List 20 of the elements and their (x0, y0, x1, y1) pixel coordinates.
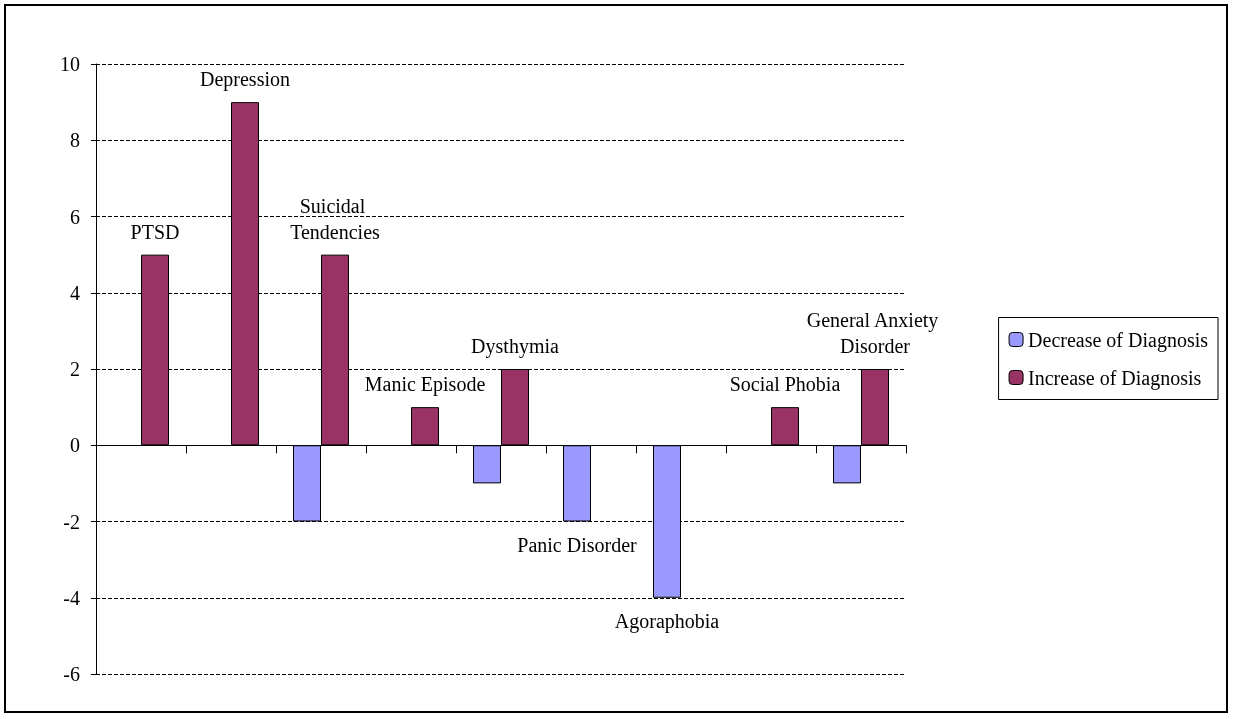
y-tick-label: 10 (60, 53, 80, 75)
y-tick-label: 2 (70, 358, 80, 380)
y-tick-label: -6 (63, 663, 80, 685)
y-tick-label: 8 (70, 129, 80, 152)
x-tick-label: Dysthymia (471, 335, 560, 358)
y-tick-label: 4 (70, 281, 80, 304)
x-tick-label: PTSD (130, 220, 180, 243)
x-tick-label: Social Phobia (729, 373, 841, 396)
legend-label: Increase of Diagnosis (1028, 366, 1202, 390)
x-tick-label: Panic Disorder (517, 533, 638, 556)
y-tick-label: 0 (70, 434, 80, 457)
y-tick-label: -2 (63, 510, 80, 533)
x-tick-label: Agoraphobia (614, 609, 720, 633)
y-tick-label: -4 (63, 586, 80, 609)
x-tick-label: Manic Episode (364, 373, 486, 397)
y-tick-label: 6 (70, 205, 80, 228)
legend-label: Decrease of Diagnosis (1028, 328, 1209, 352)
x-tick-label: General Anxiety Disorder (806, 309, 944, 357)
x-tick-label: Suicidal Tendencies (290, 194, 381, 243)
x-tick-label: Depression (200, 68, 290, 92)
